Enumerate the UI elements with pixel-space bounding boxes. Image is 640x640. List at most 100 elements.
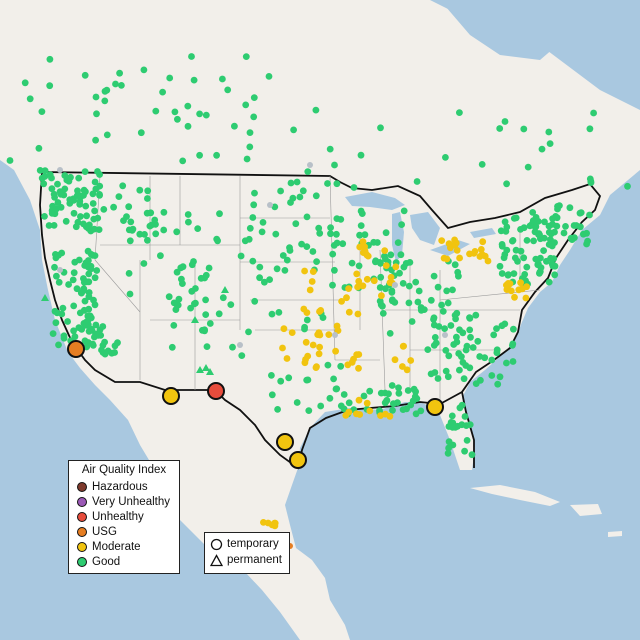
station-marker[interactable] <box>359 238 367 246</box>
station-marker[interactable] <box>93 110 100 118</box>
station-marker[interactable] <box>241 237 249 245</box>
station-marker[interactable] <box>283 355 291 362</box>
station-marker[interactable] <box>361 243 368 251</box>
station-marker[interactable] <box>355 396 363 404</box>
station-marker[interactable] <box>376 284 384 291</box>
station-marker[interactable] <box>502 228 510 235</box>
station-marker[interactable] <box>332 347 339 355</box>
station-marker[interactable] <box>356 243 364 251</box>
station-marker[interactable] <box>92 93 100 101</box>
station-marker[interactable] <box>449 286 456 294</box>
station-marker[interactable] <box>511 293 518 301</box>
station-marker[interactable] <box>306 286 314 294</box>
station-marker[interactable] <box>503 246 511 254</box>
station-marker[interactable] <box>553 222 561 230</box>
station-marker[interactable] <box>243 155 251 163</box>
station-marker[interactable] <box>472 380 480 387</box>
station-marker[interactable] <box>91 178 99 186</box>
station-marker[interactable] <box>137 129 145 137</box>
station-marker[interactable] <box>532 223 540 230</box>
station-marker[interactable] <box>466 326 474 334</box>
station-marker[interactable] <box>76 200 84 208</box>
station-marker[interactable] <box>56 188 64 196</box>
station-marker[interactable] <box>378 292 385 300</box>
station-marker[interactable] <box>534 261 542 269</box>
station-marker[interactable] <box>91 207 98 215</box>
station-marker[interactable] <box>484 257 492 265</box>
station-marker[interactable] <box>307 162 313 168</box>
station-marker[interactable] <box>388 289 396 296</box>
station-marker[interactable] <box>57 267 63 273</box>
station-marker[interactable] <box>586 175 594 183</box>
station-marker[interactable] <box>219 75 226 83</box>
highlighted-station-marker[interactable] <box>276 433 294 451</box>
station-marker[interactable] <box>399 280 407 287</box>
station-marker[interactable] <box>202 311 210 318</box>
station-marker[interactable] <box>151 216 159 224</box>
station-marker[interactable] <box>268 310 276 318</box>
station-marker[interactable] <box>413 178 421 185</box>
station-marker[interactable] <box>250 201 258 209</box>
station-marker[interactable] <box>80 220 87 228</box>
station-marker[interactable] <box>60 334 68 342</box>
station-marker[interactable] <box>414 298 422 306</box>
highlighted-station-marker[interactable] <box>426 398 444 416</box>
station-marker[interactable] <box>309 341 317 349</box>
station-marker[interactable] <box>329 250 337 258</box>
station-marker[interactable] <box>427 370 435 378</box>
station-marker[interactable] <box>224 86 232 94</box>
station-marker[interactable] <box>316 343 323 351</box>
station-marker[interactable] <box>430 272 438 280</box>
station-marker[interactable] <box>104 347 112 355</box>
station-marker[interactable] <box>40 180 48 188</box>
station-marker[interactable] <box>443 287 451 295</box>
station-marker[interactable] <box>309 268 317 275</box>
station-marker[interactable] <box>246 224 254 232</box>
station-marker[interactable] <box>89 200 97 207</box>
station-marker[interactable] <box>172 306 180 313</box>
station-marker[interactable] <box>382 229 390 237</box>
station-marker[interactable] <box>96 182 104 190</box>
station-marker[interactable] <box>510 325 517 333</box>
station-marker[interactable] <box>493 349 501 357</box>
station-marker[interactable] <box>469 344 477 351</box>
station-marker[interactable] <box>41 213 48 220</box>
station-marker[interactable] <box>46 55 54 63</box>
station-marker[interactable] <box>494 380 502 388</box>
station-marker[interactable] <box>327 230 334 238</box>
station-marker[interactable] <box>237 252 245 260</box>
station-marker[interactable] <box>301 267 308 275</box>
station-marker[interactable] <box>71 258 79 266</box>
station-marker[interactable] <box>61 172 69 179</box>
station-marker[interactable] <box>77 289 85 297</box>
station-marker[interactable] <box>313 258 320 265</box>
station-marker[interactable] <box>67 173 74 181</box>
station-marker[interactable] <box>468 451 476 459</box>
station-marker[interactable] <box>85 257 92 264</box>
station-marker[interactable] <box>316 229 324 237</box>
station-marker[interactable] <box>251 297 259 305</box>
station-marker[interactable] <box>451 241 459 249</box>
station-marker[interactable] <box>466 314 474 322</box>
station-marker-permanent[interactable] <box>202 364 210 371</box>
station-marker[interactable] <box>538 145 546 153</box>
station-marker[interactable] <box>242 53 250 60</box>
station-marker[interactable] <box>389 406 396 414</box>
station-marker[interactable] <box>424 346 432 353</box>
station-marker[interactable] <box>59 304 67 312</box>
station-marker[interactable] <box>517 279 524 287</box>
station-marker[interactable] <box>408 318 416 325</box>
station-marker[interactable] <box>410 385 418 393</box>
station-marker[interactable] <box>458 353 465 360</box>
station-marker[interactable] <box>545 222 553 230</box>
station-marker[interactable] <box>304 168 312 176</box>
station-marker[interactable] <box>54 199 62 206</box>
highlighted-station-marker[interactable] <box>162 387 180 405</box>
station-marker[interactable] <box>333 215 341 223</box>
station-marker[interactable] <box>455 272 462 280</box>
station-marker[interactable] <box>451 236 458 244</box>
station-marker-permanent[interactable] <box>191 316 199 323</box>
station-marker[interactable] <box>377 124 384 132</box>
station-marker[interactable] <box>350 184 358 191</box>
station-marker[interactable] <box>388 382 396 389</box>
